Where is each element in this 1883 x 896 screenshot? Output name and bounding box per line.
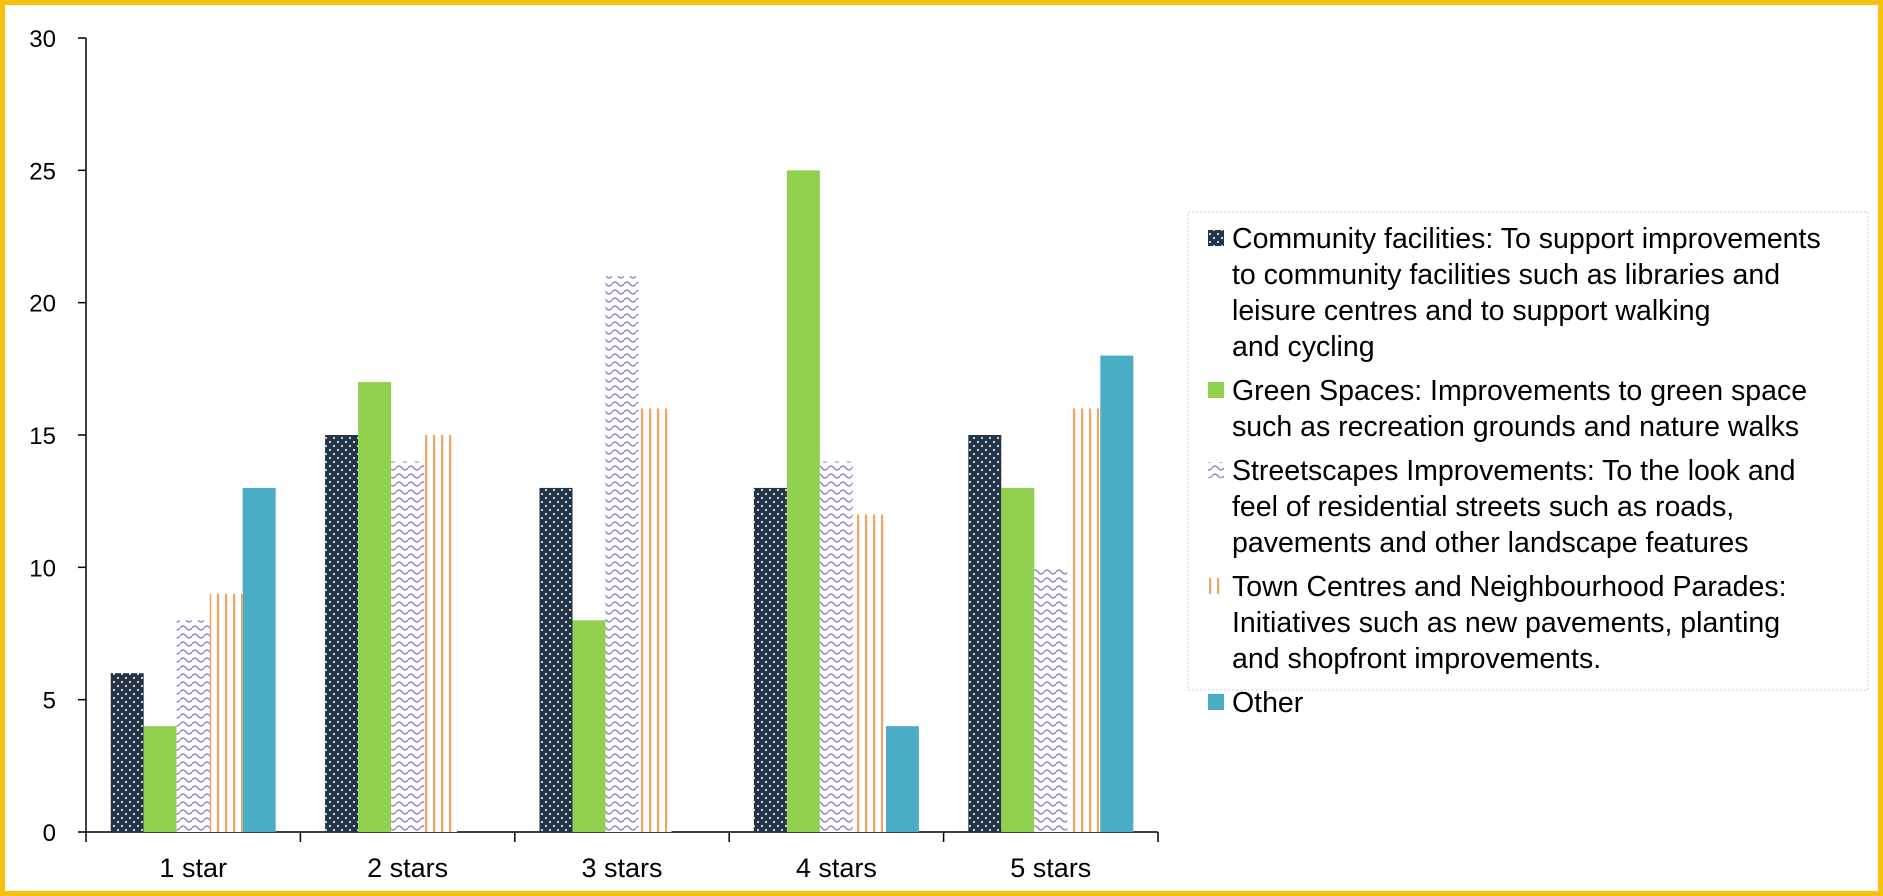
x-tick-label: 5 stars [1010, 853, 1091, 883]
bar [852, 514, 886, 832]
bar [638, 408, 672, 832]
bar [819, 461, 853, 832]
legend-label: Streetscapes Improvements: To the look a… [1232, 455, 1795, 487]
y-tick-label: 30 [29, 26, 56, 53]
bar [539, 487, 573, 832]
legend-entry: Town Centres and Neighbourhood Parades: I… [1208, 571, 1787, 675]
x-tick-label: 4 stars [796, 853, 877, 883]
y-tick-label: 15 [29, 423, 56, 450]
bar [424, 435, 458, 832]
bar [1034, 567, 1068, 832]
legend-swatch [1208, 382, 1224, 398]
bar [143, 726, 177, 832]
legend-label: Initiatives such as new pavements, plant… [1232, 607, 1780, 639]
x-tick-label: 2 stars [367, 853, 448, 883]
legend-label: pavements and other landscape features [1232, 527, 1749, 559]
bar [753, 487, 787, 832]
bar [1100, 355, 1134, 832]
legend-label: Town Centres and Neighbourhood Parades: [1232, 571, 1787, 603]
bar [209, 593, 243, 832]
bar [110, 673, 144, 832]
bar [572, 620, 606, 832]
legend: Community facilities: To support improve… [1187, 211, 1869, 719]
bar [1001, 487, 1035, 832]
bar [325, 435, 359, 832]
y-tick-label: 5 [43, 688, 56, 715]
y-tick-label: 25 [29, 158, 56, 185]
legend-label: Other [1232, 687, 1304, 719]
bars [110, 170, 1134, 833]
legend-swatch [1208, 578, 1224, 594]
legend-label: leisure centres and to support walking [1232, 295, 1710, 327]
legend-label: feel of residential streets such as road… [1232, 491, 1734, 523]
bar [176, 620, 210, 832]
bar [605, 276, 639, 832]
y-tick-label: 20 [29, 291, 56, 318]
legend-label: such as recreation grounds and nature wa… [1232, 411, 1799, 443]
legend-swatch [1208, 694, 1224, 710]
legend-swatch [1208, 462, 1224, 478]
legend-entry: Other [1208, 687, 1304, 719]
x-tick-label: 3 stars [581, 853, 662, 883]
bar [786, 170, 820, 833]
legend-label: to community facilities such as librarie… [1232, 259, 1780, 291]
bar [242, 487, 276, 832]
legend-label: Community facilities: To support improve… [1232, 223, 1821, 255]
bar [885, 726, 919, 832]
legend-box [1187, 211, 1869, 691]
bar [968, 435, 1002, 832]
legend-label: and cycling [1232, 331, 1375, 363]
legend-entry: Community facilities: To support improve… [1208, 223, 1821, 363]
bar [358, 382, 392, 832]
y-tick-label: 0 [43, 820, 56, 847]
bar [391, 461, 425, 832]
legend-entry: Streetscapes Improvements: To the look a… [1208, 455, 1795, 559]
legend-label: and shopfront improvements. [1232, 643, 1601, 675]
bar [1067, 408, 1101, 832]
x-tick-label: 1 star [159, 853, 227, 883]
y-tick-label: 10 [29, 555, 56, 582]
axes: 0 5 10 15 20 25 30 1 star 2 stars 3 stars 4 stars 5… [29, 26, 1159, 883]
legend-label: Green Spaces: Improvements to green spac… [1232, 375, 1807, 407]
legend-swatch [1208, 230, 1224, 246]
legend-entry: Green Spaces: Improvements to green spac… [1208, 375, 1807, 443]
